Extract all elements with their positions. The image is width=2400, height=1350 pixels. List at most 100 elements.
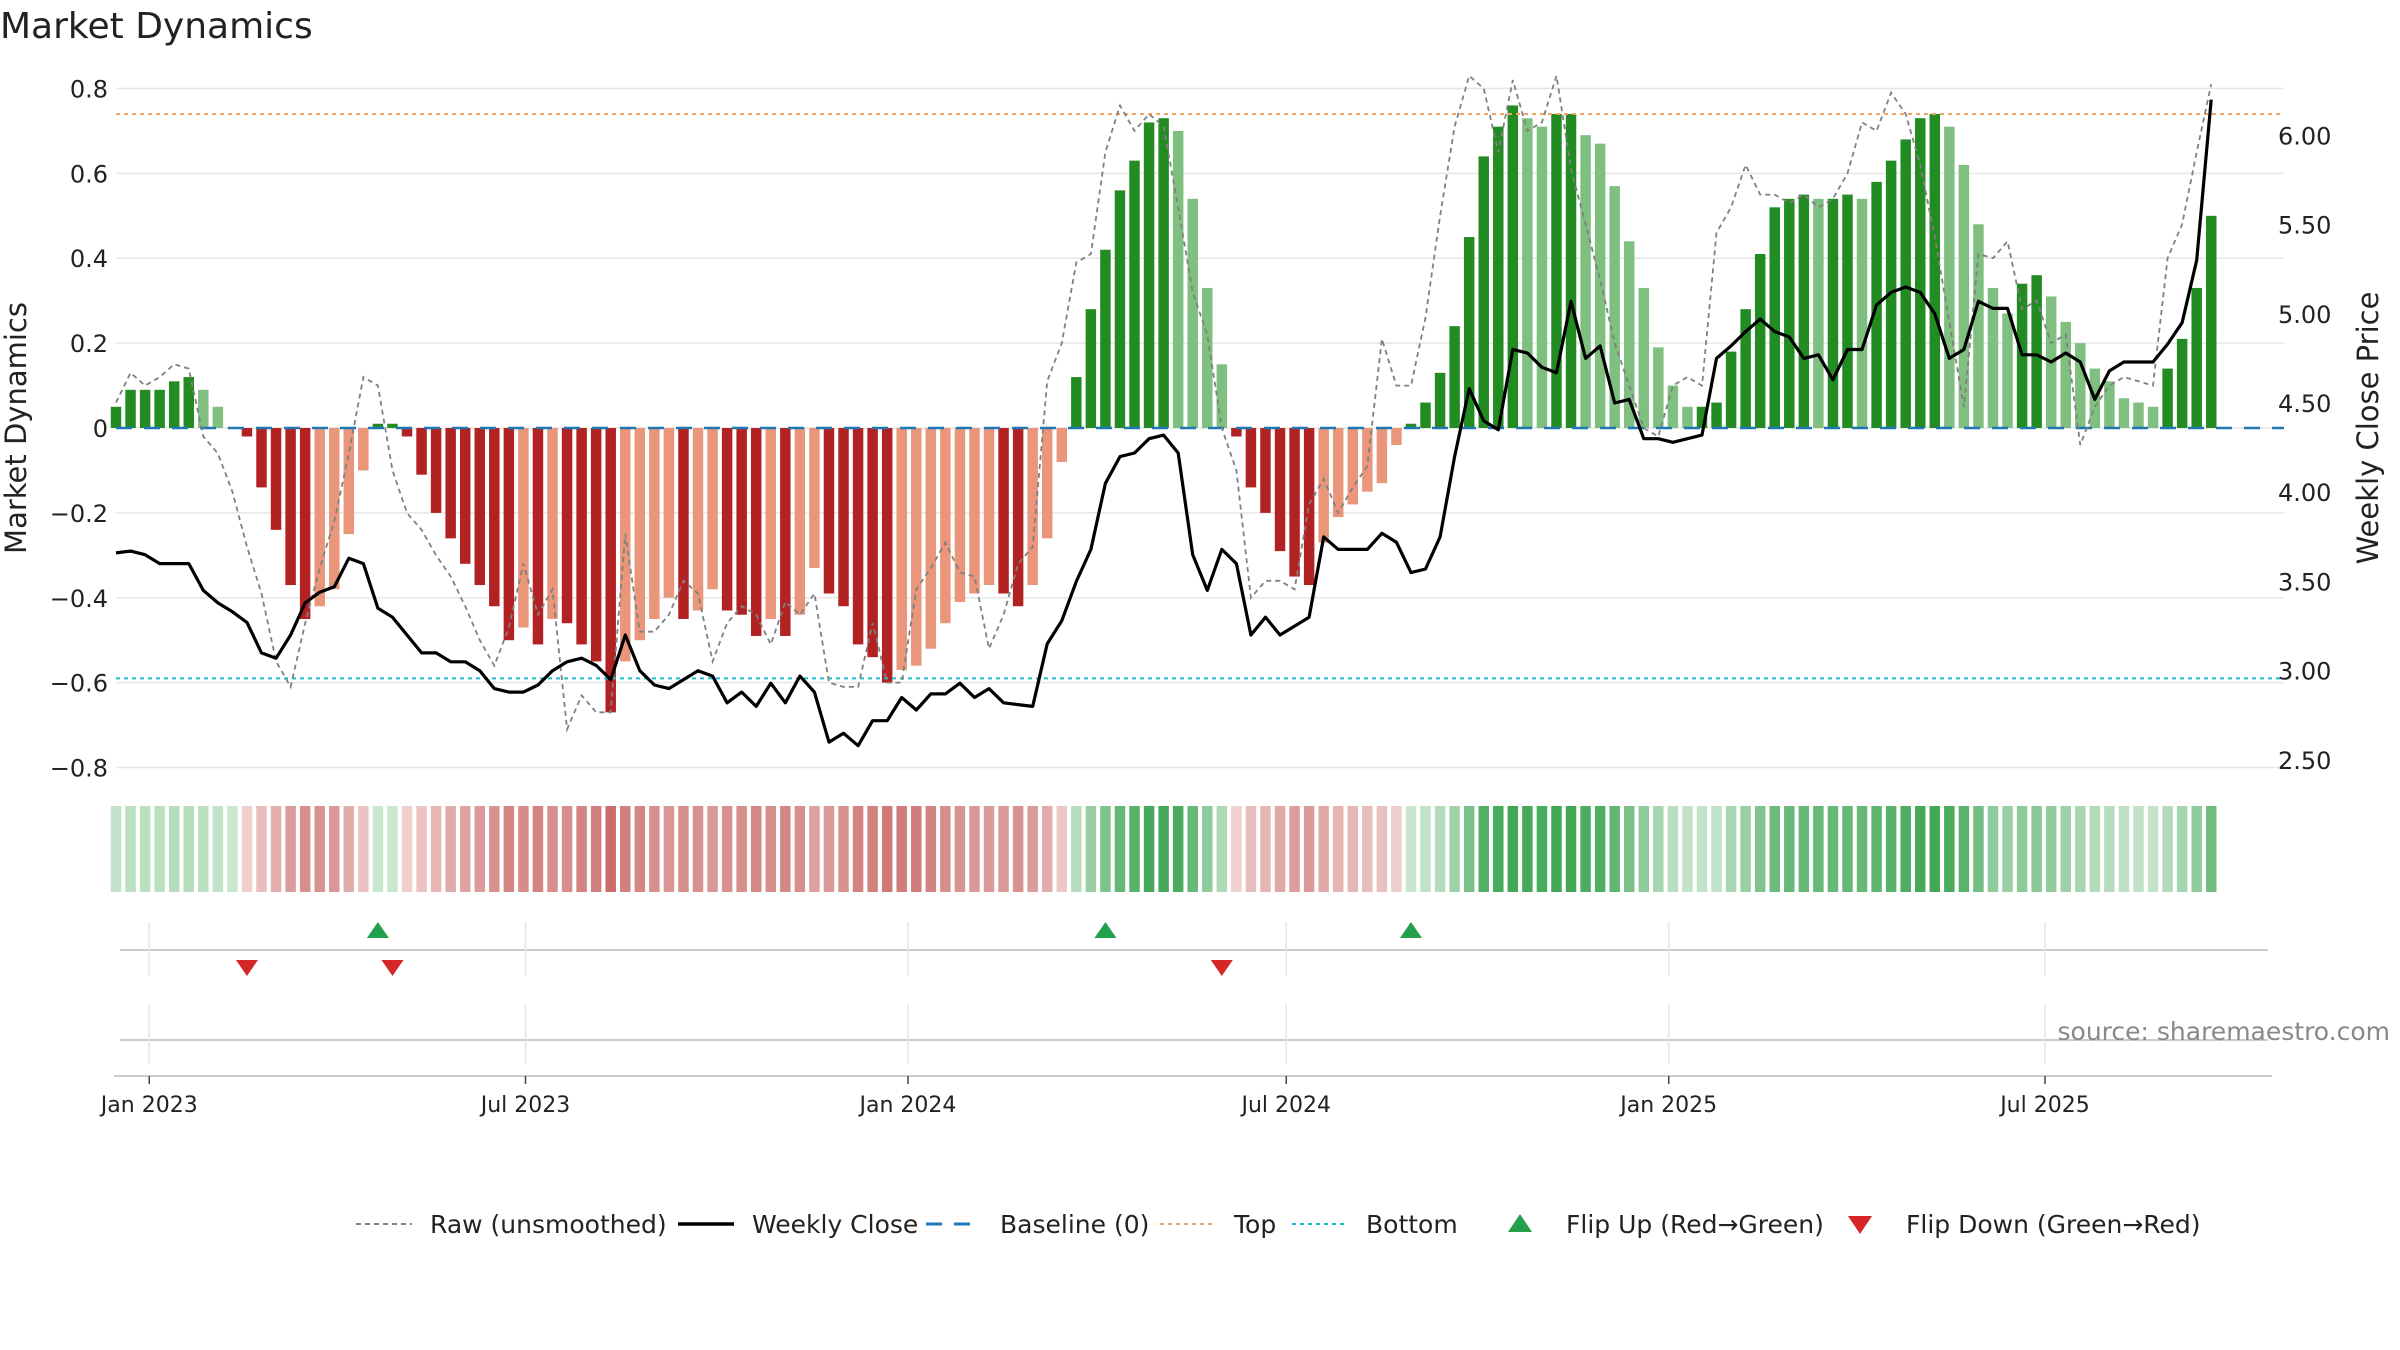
strip-cell — [1056, 806, 1068, 892]
strip-cell — [896, 806, 907, 892]
strip-cell — [1827, 806, 1839, 892]
bar — [954, 428, 966, 602]
strip-cell — [809, 806, 820, 892]
bar — [1434, 372, 1446, 428]
bar — [241, 428, 253, 437]
bar — [1114, 190, 1126, 428]
bar — [1551, 113, 1562, 428]
bar — [314, 428, 325, 607]
legend-label: Raw (unsmoothed) — [430, 1210, 667, 1239]
strip-cell — [2016, 806, 2028, 892]
bar — [2060, 321, 2071, 428]
strip-cell — [707, 806, 718, 892]
strip-cell — [1172, 806, 1184, 892]
bar — [358, 428, 369, 471]
legend-label: Weekly Close — [752, 1210, 918, 1239]
strip-cell — [2176, 806, 2188, 892]
strip-cell — [1187, 806, 1198, 892]
strip-cell — [590, 806, 602, 892]
bar — [1347, 428, 1359, 505]
bar — [838, 428, 849, 607]
bar — [256, 428, 267, 488]
strip-cell — [780, 806, 791, 892]
strip-cell — [649, 806, 660, 892]
bar — [2031, 275, 2042, 428]
bar — [198, 389, 209, 428]
bar — [139, 389, 151, 428]
strip-cell — [2060, 806, 2071, 892]
strip-cell — [881, 806, 893, 892]
bar — [503, 428, 515, 641]
bar — [1638, 287, 1650, 428]
bar — [2206, 215, 2217, 428]
strip-cell — [1332, 806, 1344, 892]
legend-swatch — [1508, 1214, 1532, 1232]
strip-cell — [1725, 806, 1737, 892]
bar — [547, 428, 558, 619]
strip-cell — [1478, 806, 1489, 892]
bar — [1667, 385, 1679, 428]
strip-cell — [2147, 806, 2159, 892]
bar — [1303, 428, 1315, 586]
strip-cell — [110, 806, 122, 892]
strip-cell — [605, 806, 616, 892]
legend-label: Flip Up (Red→Green) — [1566, 1210, 1824, 1239]
strip-cell — [518, 806, 529, 892]
strip-cell — [1623, 806, 1635, 892]
bar — [1172, 130, 1184, 429]
bar — [1085, 309, 1097, 428]
bar — [518, 428, 529, 628]
bar — [445, 428, 456, 539]
bar — [1071, 377, 1082, 428]
weekly-close-line — [115, 99, 2213, 748]
strip-cell — [634, 806, 646, 892]
strip-cell — [852, 806, 864, 892]
strip-cell — [663, 806, 675, 892]
bar — [401, 428, 413, 437]
strip-cell — [1434, 806, 1446, 892]
chart-title: Market Dynamics — [0, 6, 313, 47]
y-left-tick-label: −0.4 — [50, 585, 108, 613]
bar — [649, 428, 660, 619]
bar — [1623, 241, 1635, 428]
strip-cell — [925, 806, 937, 892]
bar — [1958, 164, 1970, 428]
strip-cell — [1071, 806, 1082, 892]
x-tick-label: Jan 2025 — [1618, 1093, 1717, 1118]
strip-cell — [1565, 806, 1577, 892]
bar — [1696, 406, 1708, 428]
strip-cell — [489, 806, 500, 892]
legend-item-flip_up: Flip Up (Red→Green) — [1508, 1210, 1824, 1239]
strip-cell — [1041, 806, 1053, 892]
y-left-tick-label: −0.2 — [50, 500, 108, 528]
bar — [1507, 105, 1519, 429]
strip-cell — [765, 806, 777, 892]
strip-cell — [1900, 806, 1911, 892]
strip-cell — [1391, 806, 1402, 892]
bar — [1056, 428, 1068, 462]
y-right-tick-label: 6.00 — [2278, 122, 2331, 150]
strip-cell — [1769, 806, 1780, 892]
bar — [212, 406, 224, 428]
legend-item-bottom: Bottom — [1292, 1210, 1458, 1239]
bar — [1332, 428, 1344, 518]
bar — [1420, 402, 1431, 428]
bar — [896, 428, 907, 670]
strip-cell — [125, 806, 136, 892]
bar — [2002, 313, 2013, 428]
bar — [561, 428, 573, 624]
strip-cell — [1885, 806, 1897, 892]
bar — [590, 428, 602, 662]
strip-cell — [2162, 806, 2173, 892]
strip-cell — [241, 806, 253, 892]
strip-cell — [1813, 806, 1824, 892]
strip-cell — [1231, 806, 1242, 892]
bar — [1449, 326, 1460, 428]
bar — [576, 428, 587, 645]
bar — [1216, 364, 1228, 428]
bar — [1813, 198, 1824, 428]
strip-cell — [256, 806, 267, 892]
strip-cell — [1696, 806, 1708, 892]
strip-cell — [1289, 806, 1300, 892]
strip-cell — [285, 806, 296, 892]
